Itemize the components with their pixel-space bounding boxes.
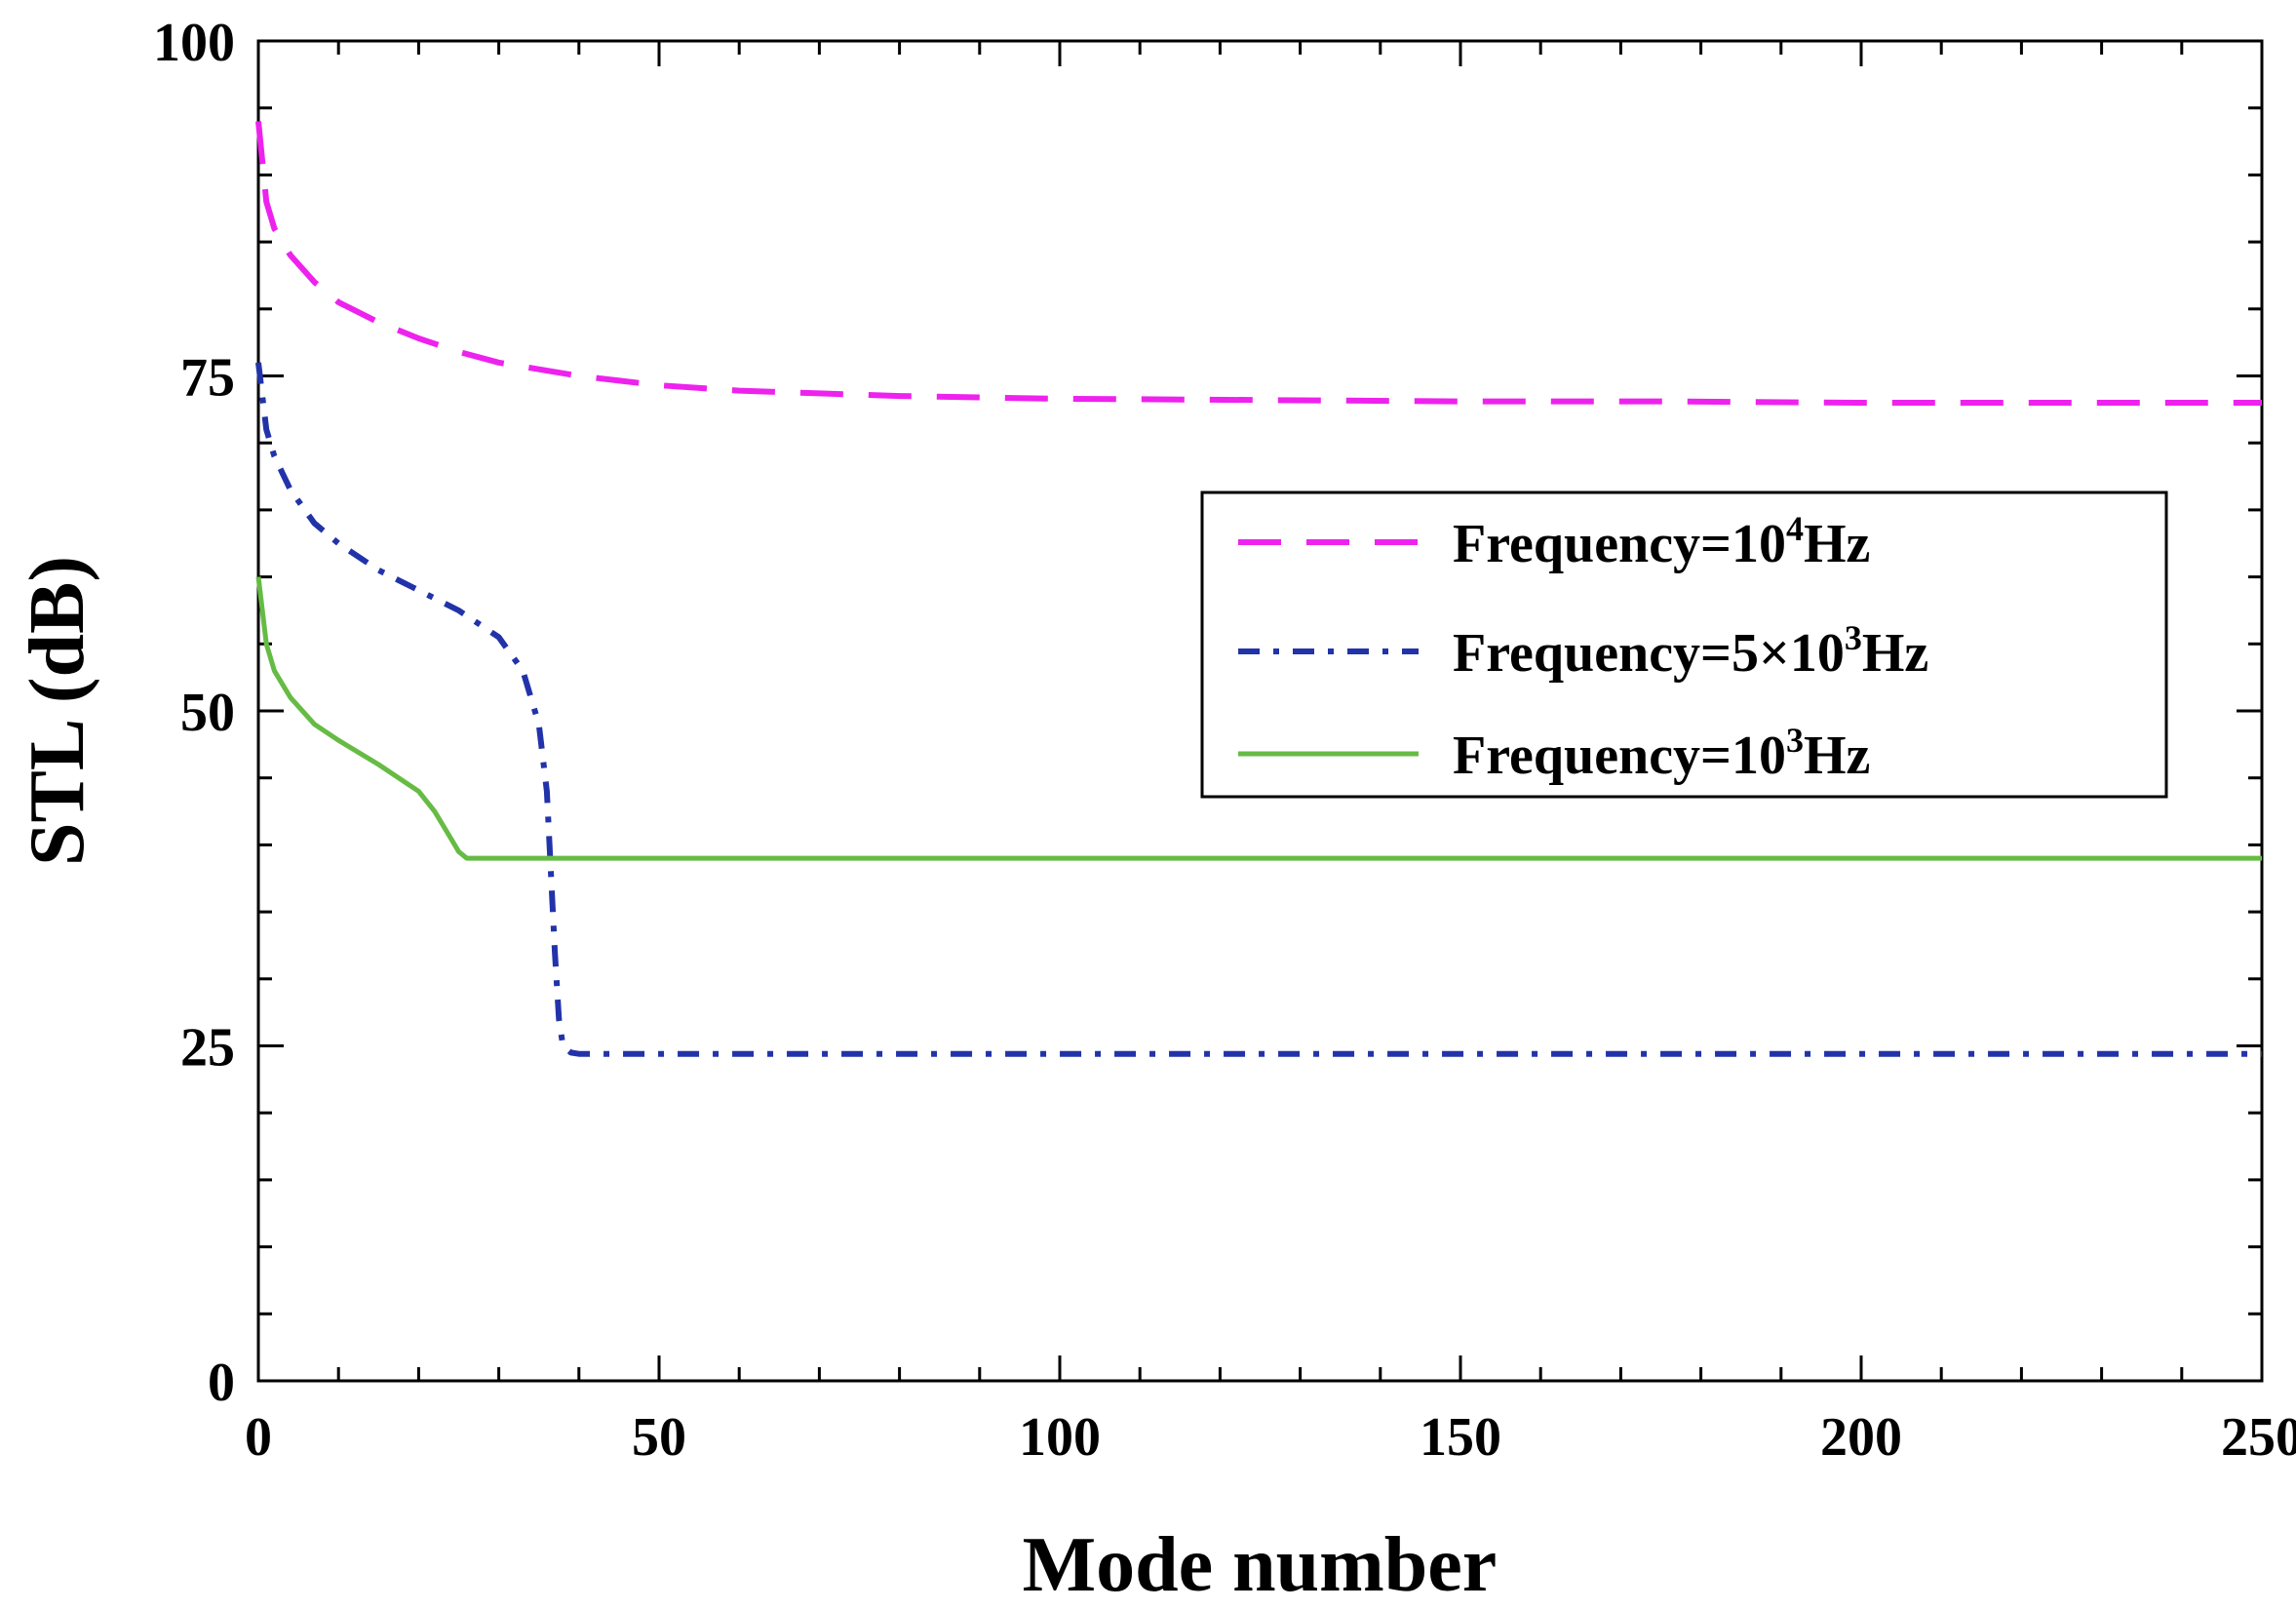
legend-label-3: Frequency=103Hz [1453, 721, 1870, 786]
y-tick-labels: 0 25 50 75 100 [153, 13, 235, 1413]
y-tick-label: 0 [208, 1353, 235, 1413]
legend-label-2: Frequency=5×103Hz [1453, 618, 1928, 684]
series-line-1 [255, 121, 2262, 406]
y-tick-label: 75 [180, 348, 235, 409]
x-tick-label: 50 [632, 1407, 686, 1468]
x-tick-label: 0 [245, 1407, 272, 1468]
y-axis-title: STL (dB) [15, 556, 100, 866]
legend-label-1: Frequency=104Hz [1453, 509, 1870, 574]
legend-entries: Frequency=104Hz Frequency=5×103Hz Frequenc… [1238, 509, 1928, 786]
y-tick-label: 100 [153, 13, 235, 73]
legend-box [1200, 491, 2168, 799]
legend: Frequency=104Hz Frequency=5×103Hz Frequenc… [1200, 491, 2168, 799]
series-line-2 [255, 362, 2262, 1057]
series-lines [255, 121, 2262, 1057]
x-axis-title: Mode number [1023, 1522, 1498, 1608]
tick-marks [256, 39, 2264, 1383]
x-tick-label: 250 [2221, 1407, 2296, 1468]
y-tick-label: 50 [180, 683, 235, 743]
y-tick-label: 25 [180, 1018, 235, 1079]
series-line-3 [255, 576, 2262, 861]
x-tick-label: 150 [1420, 1407, 1501, 1468]
x-tick-label: 100 [1019, 1407, 1101, 1468]
x-tick-labels: 0 50 100 150 200 250 [245, 1407, 2296, 1468]
x-tick-label: 200 [1820, 1407, 1902, 1468]
